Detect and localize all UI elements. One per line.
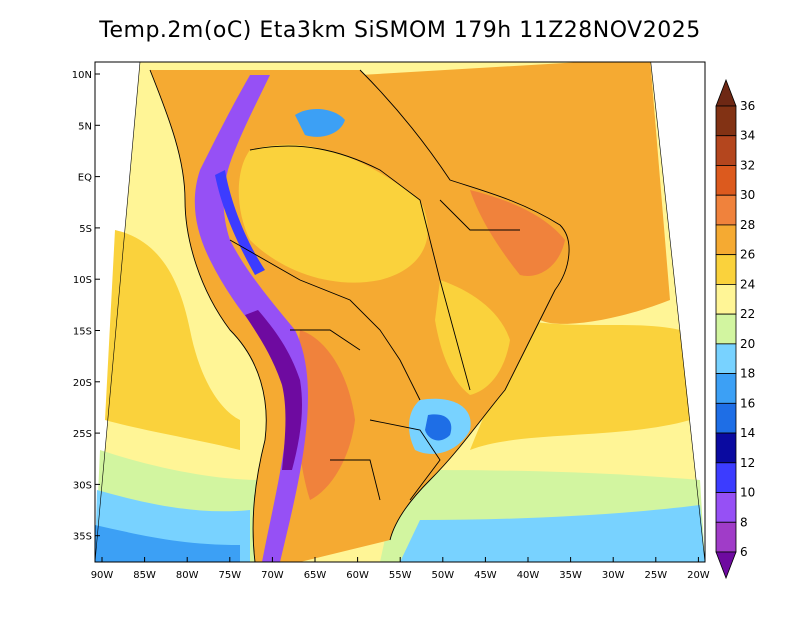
colorbar-bottom-arrow <box>715 551 737 580</box>
longitude-ticks: 90W 85W 80W 75W 70W 65W 60W 55W 50W 45W 40W 35W 30W 2… <box>91 557 710 581</box>
colorbar-label: 34 <box>740 129 755 143</box>
colorbar-segment <box>715 462 737 493</box>
lon-tick-label: 35W <box>559 570 582 581</box>
colorbar-segment <box>715 224 737 256</box>
lat-tick-label: 15S <box>73 327 92 338</box>
andes-highland-blue <box>215 170 265 275</box>
colorbar-segment <box>715 432 737 464</box>
lon-tick-label: 80W <box>176 570 199 581</box>
central-cooler <box>435 280 510 395</box>
colorbar-segment <box>715 402 737 434</box>
lon-tick-label: 75W <box>218 570 241 581</box>
colorbar-segment <box>715 105 737 137</box>
lon-tick-label: 60W <box>346 570 369 581</box>
colorbar-label: 18 <box>740 367 755 381</box>
colorbar-segment <box>715 313 737 345</box>
lat-tick-label: 20S <box>73 378 92 389</box>
amazon-cooler <box>238 144 428 283</box>
lat-tick-label: 5N <box>78 121 92 132</box>
lon-tick-label: 45W <box>474 570 497 581</box>
colorbar-label: 28 <box>740 218 755 232</box>
colorbar-label: 14 <box>740 426 755 440</box>
andes-coldest <box>245 310 303 470</box>
lat-tick-label: 35S <box>73 532 92 543</box>
lon-tick-label: 65W <box>304 570 327 581</box>
lon-tick-label: 50W <box>431 570 454 581</box>
colorbar-label: 20 <box>740 337 755 351</box>
colorbar-label: 22 <box>740 307 755 321</box>
chaco-hot <box>295 330 355 500</box>
colorbar-segment <box>715 194 737 226</box>
atlantic-warm-south <box>470 320 690 450</box>
lon-tick-label: 25W <box>644 570 667 581</box>
southeast-cold <box>425 414 452 441</box>
latitude-ticks: 10N 5N EQ 5S 10S 15S 20S 25S 30S 35S <box>72 70 100 543</box>
colorbar-segment <box>715 343 737 375</box>
guiana-cool <box>295 108 345 137</box>
lat-tick-label: EQ <box>78 173 92 184</box>
lon-tick-label: 40W <box>517 570 540 581</box>
atlantic-warm <box>360 62 670 324</box>
colorbar-segment <box>715 254 737 285</box>
colorbar: 6 8 10 12 14 16 18 20 22 24 26 28 30 32 34 36 <box>715 78 755 580</box>
colorbar-segment <box>715 165 737 196</box>
colorbar-label: 10 <box>740 486 755 500</box>
ocean-east-cold <box>400 505 705 562</box>
colorbar-label: 24 <box>740 277 755 291</box>
domain-outline <box>95 62 705 562</box>
ocean-cold-band <box>95 525 240 562</box>
map-plot-area <box>95 62 705 562</box>
map-title: Temp.2m(oC) Eta3km SiSMOM 179h 11Z28NOV2… <box>99 18 701 43</box>
pacific-warm <box>105 230 240 450</box>
colorbar-top-arrow <box>715 78 737 107</box>
colorbar-label: 12 <box>740 456 755 470</box>
colorbar-label: 36 <box>740 99 755 113</box>
lon-tick-label: 30W <box>602 570 625 581</box>
colorbar-segment <box>715 135 737 166</box>
lon-tick-label: 85W <box>133 570 156 581</box>
lat-tick-label: 5S <box>79 224 92 235</box>
lat-tick-label: 30S <box>73 480 92 491</box>
colorbar-segment <box>715 283 737 315</box>
colorbar-label: 16 <box>740 396 755 410</box>
colorbar-segment <box>715 492 737 523</box>
colorbar-label: 32 <box>740 158 755 172</box>
lat-tick-label: 10N <box>72 70 92 81</box>
colorbar-segment <box>715 521 737 553</box>
colorbar-label: 6 <box>740 545 748 559</box>
lon-tick-label: 20W <box>687 570 710 581</box>
lon-tick-label: 70W <box>261 570 284 581</box>
colorbar-label: 30 <box>740 188 755 202</box>
colorbar-label: 8 <box>740 515 748 529</box>
country-borders <box>149 69 570 562</box>
lat-tick-label: 10S <box>73 275 92 286</box>
lon-tick-label: 55W <box>389 570 412 581</box>
lat-tick-label: 25S <box>73 429 92 440</box>
colorbar-label: 26 <box>740 248 755 262</box>
lon-tick-label: 90W <box>91 570 114 581</box>
colorbar-segment <box>715 373 737 404</box>
northeast-hot <box>470 190 565 276</box>
